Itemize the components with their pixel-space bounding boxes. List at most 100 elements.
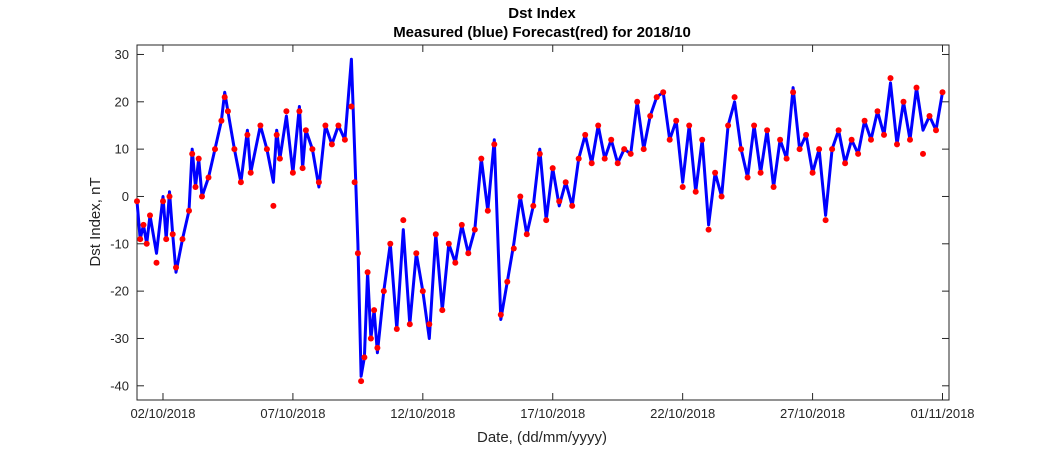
- forecast-point: [913, 84, 920, 91]
- forecast-point: [777, 136, 784, 143]
- forecast-point: [868, 136, 874, 143]
- forecast-point: [458, 221, 465, 228]
- forecast-point: [666, 136, 673, 143]
- forecast-point: [169, 231, 176, 238]
- forecast-point: [725, 122, 732, 129]
- forecast-point: [413, 250, 420, 257]
- forecast-point: [426, 321, 433, 328]
- forecast-point: [933, 127, 939, 134]
- forecast-point: [621, 146, 628, 153]
- forecast-point: [556, 198, 563, 205]
- forecast-point: [588, 160, 595, 167]
- forecast-point: [364, 269, 371, 276]
- forecast-point: [751, 122, 758, 129]
- forecast-point: [848, 136, 855, 143]
- forecast-point: [163, 236, 170, 243]
- forecast-point: [712, 169, 719, 176]
- forecast-point: [273, 131, 280, 138]
- forecast-point: [543, 217, 550, 224]
- forecast-point: [647, 113, 654, 119]
- forecast-point: [237, 179, 244, 186]
- forecast-point: [790, 89, 797, 96]
- chart-title: Dst Index: [508, 5, 576, 22]
- forecast-point: [153, 259, 160, 266]
- forecast-point: [504, 278, 511, 285]
- forecast-point: [380, 288, 387, 295]
- forecast-point: [478, 155, 485, 162]
- forecast-point: [634, 98, 641, 105]
- forecast-point: [335, 122, 342, 129]
- forecast-point: [199, 193, 205, 200]
- forecast-point: [400, 217, 407, 224]
- forecast-point: [212, 146, 218, 153]
- forecast-point: [432, 231, 439, 238]
- forecast-point: [419, 288, 426, 295]
- forecast-point: [195, 155, 202, 162]
- forecast-point: [692, 188, 699, 195]
- forecast-point: [257, 122, 264, 129]
- x-tick-label: 22/10/2018: [650, 406, 715, 421]
- forecast-point: [358, 378, 365, 385]
- forecast-point: [247, 169, 254, 176]
- forecast-point: [471, 226, 478, 233]
- forecast-point: [289, 169, 296, 176]
- x-axis-title: Date, (dd/mm/yyyy): [477, 429, 607, 446]
- forecast-point: [283, 108, 290, 115]
- forecast-point: [601, 155, 608, 162]
- forecast-point: [189, 150, 196, 157]
- forecast-point: [562, 179, 569, 186]
- forecast-point: [686, 122, 693, 129]
- forecast-point: [315, 179, 322, 186]
- y-tick-label: 20: [115, 94, 129, 109]
- forecast-point: [640, 146, 647, 153]
- forecast-point: [147, 212, 153, 219]
- forecast-point: [530, 202, 537, 209]
- forecast-point: [302, 127, 309, 134]
- forecast-point: [179, 236, 186, 243]
- forecast-point: [809, 169, 816, 176]
- forecast-point: [536, 150, 543, 157]
- x-tick-label: 02/10/2018: [130, 406, 195, 421]
- forecast-point: [218, 117, 225, 124]
- y-tick-label: 10: [115, 142, 129, 157]
- y-tick-label: 30: [115, 47, 129, 62]
- forecast-point: [783, 155, 790, 162]
- forecast-point: [738, 146, 745, 153]
- forecast-point: [829, 146, 836, 153]
- forecast-point: [894, 141, 900, 148]
- y-tick-label: -10: [110, 236, 129, 251]
- y-tick-labels: -40 -30 -20 -10 0 10 20 30: [110, 47, 129, 393]
- plot-area-frame: [136, 44, 950, 401]
- forecast-point: [166, 193, 173, 200]
- forecast-point: [523, 231, 530, 238]
- forecast-point: [575, 155, 582, 162]
- forecast-point: [406, 321, 413, 328]
- forecast-point: [900, 98, 907, 105]
- x-tick-label: 01/11/2018: [910, 406, 974, 421]
- forecast-point: [549, 165, 556, 172]
- forecast-point: [173, 264, 179, 271]
- forecast-point: [205, 174, 212, 181]
- forecast-point: [744, 174, 751, 181]
- forecast-point: [244, 131, 251, 138]
- y-axis-title: Dst Index, nT: [87, 177, 104, 266]
- forecast-point: [322, 122, 329, 129]
- forecast-point: [627, 150, 634, 157]
- forecast-point: [803, 131, 810, 138]
- x-tick-labels: 02/10/2018 07/10/2018 12/10/2018 17/10/2018…: [130, 406, 974, 421]
- forecast-point: [705, 226, 712, 233]
- forecast-point: [510, 245, 517, 252]
- x-tick-label: 07/10/2018: [260, 406, 325, 421]
- series-layer: [134, 57, 946, 385]
- forecast-point: [653, 94, 660, 101]
- y-tick-label: 0: [122, 189, 129, 204]
- forecast-point: [160, 198, 166, 205]
- forecast-point: [816, 146, 823, 153]
- forecast-point: [491, 141, 498, 148]
- forecast-point: [361, 354, 368, 361]
- forecast-point: [582, 131, 589, 138]
- chart-subtitle: Measured (blue) Forecast(red) for 2018/1…: [393, 24, 691, 41]
- x-tick-label: 27/10/2018: [780, 406, 845, 421]
- forecast-point: [224, 108, 231, 115]
- forecast-point: [351, 179, 358, 186]
